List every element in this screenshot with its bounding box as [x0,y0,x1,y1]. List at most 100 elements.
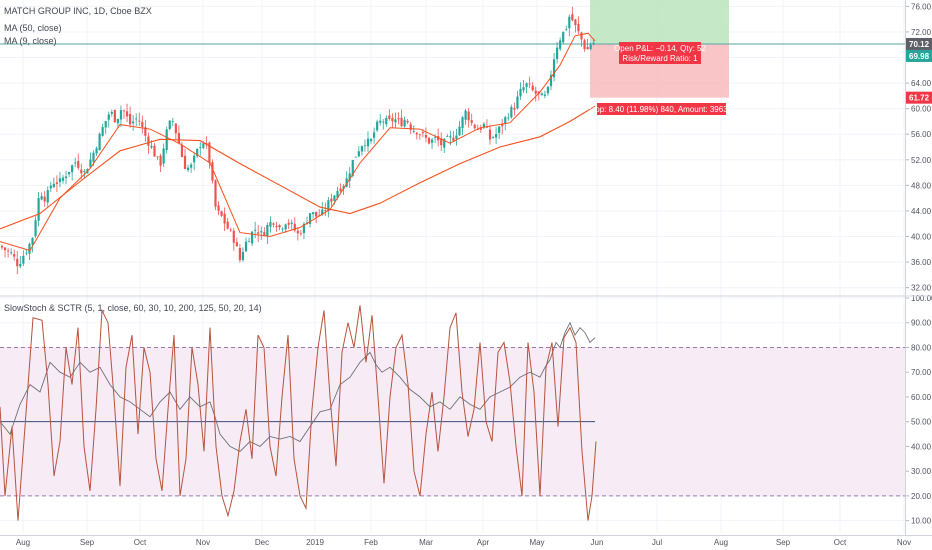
candle-body [214,180,217,207]
candle-body [132,121,135,124]
candle-body [461,117,464,129]
candle-body [153,145,156,157]
candle-body [415,132,418,135]
candle-body [177,133,180,144]
time-tick-label: Nov [196,538,210,547]
price-badge-bg [906,37,932,50]
candle-body [287,222,290,225]
candle-body [443,138,446,148]
price-tick-label: 32.00 [911,284,932,293]
candle-body [336,190,339,198]
osc-tick-label: 70.00 [911,368,932,377]
time-tick-label: Aug [714,538,728,547]
candle-body [510,106,513,118]
candle-body [125,111,129,117]
candle-body [357,151,360,157]
candle-body [64,176,68,179]
candle-body [156,156,159,158]
candle-body [479,127,482,130]
time-tick-label: 2019 [306,538,324,547]
candle-body [424,135,428,138]
candle-body [186,167,190,171]
price-badge-bg [906,49,932,62]
price-badge-label: 61.72 [909,94,930,103]
osc-tick-label: 60.00 [911,393,932,402]
candle-body [397,118,400,120]
osc-tick-label: 100.00 [911,294,932,303]
candle-body [220,211,223,216]
candle-body [129,114,132,125]
time-tick-label: Aug [16,538,30,547]
ma9-legend[interactable]: MA (9, close) [4,36,57,46]
candle-body [202,143,205,148]
candle-body [116,118,119,124]
stoch-bands [0,346,905,497]
candle-body [342,186,345,189]
candle-body [92,152,95,162]
candle-body [409,124,412,130]
candle-body [543,94,546,96]
candle-body [385,117,388,125]
candle-body [147,136,150,146]
candle-body [339,188,342,192]
candle-body [388,115,391,119]
candle-body [241,252,245,260]
candle-body [312,212,315,215]
candle-body [321,209,324,215]
candle-body [278,225,281,228]
candle-body [95,148,98,154]
candle-body [101,127,104,136]
candle-body [293,223,296,231]
candle-body [369,139,373,142]
ma50-legend[interactable]: MA (50, close) [4,23,62,33]
risk-reward-text: Risk/Reward Ratio: 1 [622,54,698,63]
candle-body [299,233,302,235]
candle-body [0,245,4,248]
candle-body [418,134,421,136]
candle-body [272,223,275,225]
candle-body [327,200,330,211]
candle-body [516,96,519,109]
candle-body [211,162,214,181]
candle-body [379,120,382,123]
price-badge: 70.12 [906,37,932,50]
candle-body [68,171,71,175]
candle-body [296,230,299,234]
candle-body [235,242,238,247]
stoch-line [0,305,597,521]
candle-body [565,29,568,31]
candle-body [171,121,174,122]
candle-body [513,107,516,110]
candle-body [174,123,177,134]
ma50-line [0,105,596,230]
candle-body [232,230,235,243]
candle-body [491,137,495,138]
candle-body [98,133,101,151]
candle-body [583,40,586,50]
candle-body [376,121,379,131]
price-tick-label: 60.00 [911,105,932,114]
main-legend-title[interactable]: MATCH GROUP INC, 1D, Cboe BZX [4,6,152,16]
candle-body [49,185,52,189]
candle-body [495,133,498,138]
time-tick-label: Apr [477,538,490,547]
candle-body [458,126,461,136]
candle-body [464,110,467,120]
candle-body [446,136,449,138]
candle-body [31,237,34,245]
candle-body [122,110,126,112]
candle-body [354,156,357,158]
osc-tick-label: 20.00 [911,492,932,501]
price-tick-label: 64.00 [911,79,932,88]
stop-text: Stop: 8.40 (11.98%) 840, Amount: 3963.2 [588,105,735,114]
oscillator-legend[interactable]: SlowStoch & SCTR (5, 1, close, 60, 30, 1… [4,303,262,313]
candle-body [83,171,86,172]
osc-tick-label: 80.00 [911,343,932,352]
price-tick-label: 44.00 [911,207,932,216]
candle-body [40,196,43,200]
candle-body [141,121,144,127]
candle-body [586,46,589,50]
candle-body [522,87,525,91]
candle-body [366,138,370,147]
